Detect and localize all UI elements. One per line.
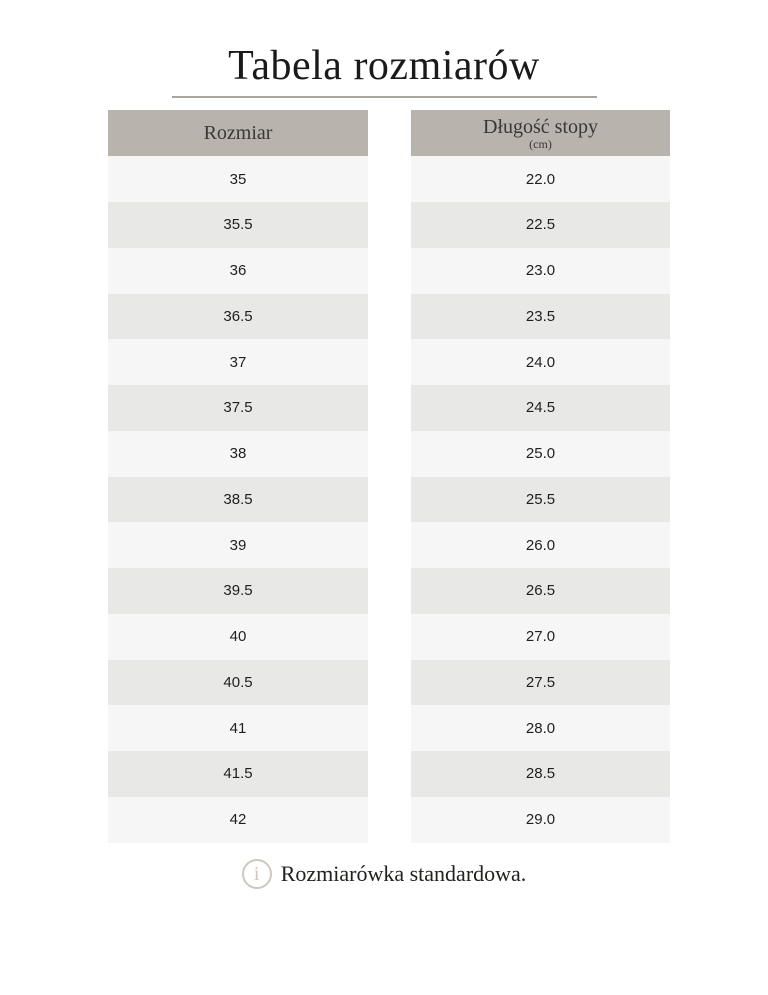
length-cell: 22.0 xyxy=(411,156,670,203)
page-title: Tabela rozmiarów xyxy=(228,43,540,89)
length-cell: 29.0 xyxy=(411,796,670,843)
footer-note: i Rozmiarówka standardowa. xyxy=(0,858,768,889)
size-chart-page: Tabela rozmiarów Rozmiar 35 35.5 36 36.5… xyxy=(0,42,768,889)
size-cell: 39 xyxy=(108,522,368,569)
column-header-foot-length: Długość stopy (cm) xyxy=(411,110,670,157)
footer-note-text: Rozmiarówka standardowa. xyxy=(280,860,527,886)
size-cell: 40.5 xyxy=(108,659,368,706)
length-cell: 28.0 xyxy=(411,705,670,752)
size-cell: 41 xyxy=(108,705,368,752)
length-cell: 28.5 xyxy=(411,751,670,797)
size-cell: 36 xyxy=(108,247,368,294)
size-cell: 37 xyxy=(108,339,368,386)
length-cell: 24.0 xyxy=(411,339,670,386)
column-header-size: Rozmiar xyxy=(108,110,368,157)
length-cell: 27.5 xyxy=(411,659,670,706)
column-header-foot-length-label: Długość stopy xyxy=(483,115,598,138)
size-cell: 40 xyxy=(108,613,368,660)
length-cell: 27.0 xyxy=(411,613,670,660)
size-cell: 35.5 xyxy=(108,202,368,248)
size-cell: 39.5 xyxy=(108,568,368,614)
size-table: Rozmiar 35 35.5 36 36.5 37 37.5 38 38.5 … xyxy=(108,110,768,843)
length-cell: 23.0 xyxy=(411,247,670,294)
size-cell: 38.5 xyxy=(108,476,368,523)
size-cell: 36.5 xyxy=(108,293,368,340)
size-cell: 37.5 xyxy=(108,385,368,431)
length-cell: 23.5 xyxy=(411,293,670,340)
length-cell: 25.0 xyxy=(411,430,670,477)
size-cell: 38 xyxy=(108,430,368,477)
length-cell: 26.0 xyxy=(411,522,670,569)
info-icon: i xyxy=(241,858,272,889)
length-cell: 24.5 xyxy=(411,385,670,431)
size-column: Rozmiar 35 35.5 36 36.5 37 37.5 38 38.5 … xyxy=(108,110,368,843)
length-cell: 25.5 xyxy=(411,476,670,523)
length-cell: 26.5 xyxy=(411,568,670,614)
length-cell: 22.5 xyxy=(411,202,670,248)
info-icon-glyph: i xyxy=(253,862,260,885)
column-header-size-label: Rozmiar xyxy=(203,122,273,145)
column-header-foot-length-unit: (cm) xyxy=(529,136,552,151)
size-cell: 35 xyxy=(108,156,368,203)
foot-length-column: Długość stopy (cm) 22.0 22.5 23.0 23.5 2… xyxy=(411,110,670,843)
size-cell: 41.5 xyxy=(108,751,368,797)
size-cell: 42 xyxy=(108,796,368,843)
title-underline xyxy=(171,96,597,99)
